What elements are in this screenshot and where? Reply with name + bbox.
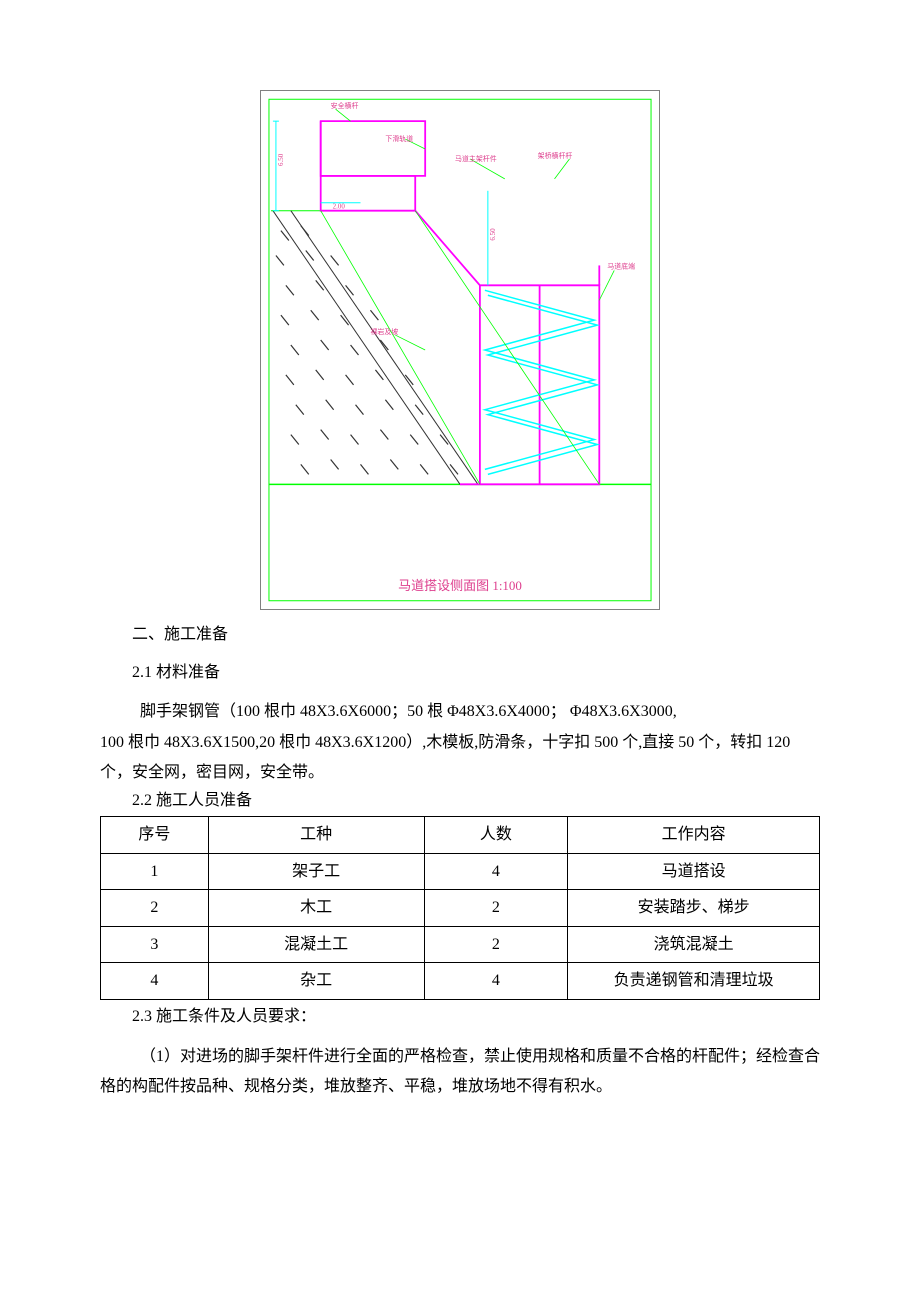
cell-seq: 4: [101, 963, 209, 1000]
section-2-heading: 二、施工准备: [100, 622, 820, 648]
table-row: 4 杂工 4 负责递钢管和清理垃圾: [101, 963, 820, 1000]
construction-diagram-svg: 安全横杆 下滑轨道 马道主架杆件 架桥横杆杆 马道底端 裸岩及坡 6.50 2.…: [261, 91, 659, 609]
table-header-row: 序号 工种 人数 工作内容: [101, 816, 820, 853]
diagram-label-right: 马道底端: [607, 261, 635, 270]
cell-count: 4: [424, 963, 568, 1000]
personnel-table: 序号 工种 人数 工作内容 1 架子工 4 马道搭设 2 木工 2 安装踏步、梯…: [100, 816, 820, 1000]
diagram-label-top4: 架桥横杆杆: [538, 151, 573, 160]
cell-type: 杂工: [208, 963, 424, 1000]
cell-work: 安装踏步、梯步: [568, 890, 820, 927]
cell-seq: 2: [101, 890, 209, 927]
cell-type: 混凝土工: [208, 926, 424, 963]
cell-type: 架子工: [208, 853, 424, 890]
diagram-dim3: 6.50: [489, 228, 497, 241]
requirement-1: （1）对进场的脚手架杆件进行全面的严格检查，禁止使用规格和质量不合格的杆配件；经…: [100, 1042, 820, 1103]
th-count: 人数: [424, 816, 568, 853]
cell-count: 2: [424, 926, 568, 963]
table-row: 1 架子工 4 马道搭设: [101, 853, 820, 890]
subsection-2-3: 2.3 施工条件及人员要求：: [100, 1004, 820, 1030]
diagram-label-middle: 裸岩及坡: [370, 327, 398, 336]
cell-seq: 1: [101, 853, 209, 890]
diagram-label-top1: 安全横杆: [331, 101, 359, 110]
cell-work: 负责递钢管和清理垃圾: [568, 963, 820, 1000]
diagram-caption: 马道搭设侧面图 1:100: [261, 576, 659, 597]
cell-work: 浇筑混凝土: [568, 926, 820, 963]
subsection-2-1: 2.1 材料准备: [100, 660, 820, 686]
diagram-container: 安全横杆 下滑轨道 马道主架杆件 架桥横杆杆 马道底端 裸岩及坡 6.50 2.…: [260, 90, 660, 610]
cell-seq: 3: [101, 926, 209, 963]
th-work: 工作内容: [568, 816, 820, 853]
subsection-2-2: 2.2 施工人员准备: [100, 788, 820, 814]
materials-line-1: 脚手架钢管（100 根巾 48X3.6X6000；50 根 Φ48X3.6X40…: [100, 697, 820, 727]
diagram-label-top3: 马道主架杆件: [455, 154, 497, 163]
diagram-label-top2: 下滑轨道: [385, 134, 413, 143]
table-row: 3 混凝土工 2 浇筑混凝土: [101, 926, 820, 963]
cell-type: 木工: [208, 890, 424, 927]
diagram-dim1: 6.50: [277, 153, 285, 166]
th-seq: 序号: [101, 816, 209, 853]
materials-line-2: 100 根巾 48X3.6X1500,20 根巾 48X3.6X1200）,木模…: [100, 728, 820, 789]
cell-count: 2: [424, 890, 568, 927]
diagram-dim2: 2.00: [333, 203, 346, 211]
cell-work: 马道搭设: [568, 853, 820, 890]
th-type: 工种: [208, 816, 424, 853]
table-row: 2 木工 2 安装踏步、梯步: [101, 890, 820, 927]
cell-count: 4: [424, 853, 568, 890]
